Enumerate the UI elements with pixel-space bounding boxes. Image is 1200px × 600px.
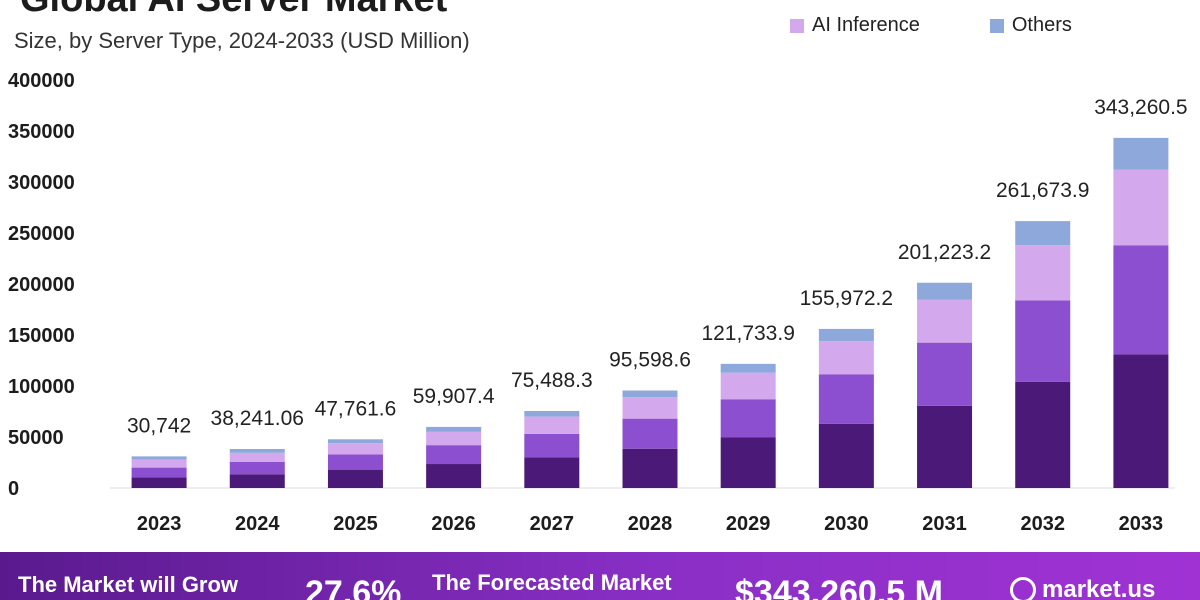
bar-segment-ai-data-processing (229, 461, 285, 475)
bar-total-label: 75,488.3 (511, 369, 593, 392)
bar-segment-ai-data-processing (524, 433, 580, 458)
bar-segment-ai-inference (131, 459, 187, 468)
bar-segment-ai-data-processing (1113, 245, 1169, 355)
x-tick-label: 2029 (726, 513, 771, 535)
bar-segment-ai-training (327, 469, 383, 488)
bar-segment-ai-training (524, 457, 580, 488)
y-tick-label: 400000 (8, 70, 75, 92)
bar-total-label: 261,673.9 (996, 179, 1089, 202)
bar-segment-ai-inference (1015, 245, 1071, 301)
bar-segment-ai-data-processing (131, 467, 187, 478)
y-tick-label: 200000 (8, 274, 75, 296)
bar-segment-ai-training (131, 477, 187, 488)
bar-chart: 0 50000 100000 150000 200000 250000 300000 3500… (8, 70, 1188, 535)
bar-segment-others (1015, 221, 1071, 246)
bar-segment-others (131, 456, 187, 460)
x-tick-label: 2028 (628, 513, 673, 535)
bar-segment-ai-inference (426, 431, 482, 446)
bar-segment-others (818, 328, 874, 342)
x-tick-label: 2024 (235, 513, 280, 535)
legend-item-others: Others (989, 14, 1072, 37)
bar-total-label: 343,260.5 (1094, 96, 1187, 119)
legend-swatch-others (989, 18, 1004, 33)
bar-segment-ai-inference (622, 397, 678, 419)
y-tick-label: 350000 (8, 121, 75, 143)
bar-segment-ai-training (917, 405, 973, 488)
x-tick-label: 2031 (922, 513, 967, 535)
bar-segment-others (426, 426, 482, 432)
bar-segment-ai-inference (524, 416, 580, 434)
footer-grow-text: The Market will Grow (18, 572, 239, 597)
bar-total-label: 155,972.2 (800, 287, 893, 310)
bar-segment-ai-data-processing (327, 454, 383, 470)
bar-segment-ai-inference (229, 452, 285, 462)
bar-segment-ai-training (426, 464, 482, 488)
bar-segment-ai-training (1015, 381, 1071, 488)
legend-label-others: Others (1011, 14, 1072, 36)
bar-total-label: 59,907.4 (413, 385, 495, 408)
y-tick-label: 50000 (8, 427, 64, 449)
x-tick-label: 2030 (824, 513, 869, 535)
bar-segment-ai-inference (1113, 169, 1169, 246)
y-tick-label: 100000 (8, 376, 75, 398)
logo-icon (1010, 577, 1036, 600)
bar-segment-others (622, 390, 678, 398)
bar-total-label: 201,223.2 (898, 241, 991, 264)
bar-segment-ai-training (622, 448, 678, 488)
bar-total-label: 47,761.6 (315, 397, 397, 420)
bar-segment-ai-data-processing (917, 342, 973, 406)
footer-forecast-text: The Forecasted Market (432, 570, 672, 595)
bar-segment-others (720, 363, 776, 373)
bar-segment-others (229, 448, 285, 453)
bar-total-label: 38,241.06 (211, 407, 304, 430)
chart-subtitle: Size, by Server Type, 2024-2033 (USD Mil… (14, 28, 470, 53)
bar-segment-ai-data-processing (1015, 300, 1071, 382)
x-tick-label: 2023 (137, 513, 182, 535)
legend: AI Inference Others (790, 14, 1072, 37)
bar-total-label: 121,733.9 (701, 322, 794, 345)
bar-total-label: 30,742 (127, 414, 191, 437)
x-tick-label: 2033 (1119, 513, 1164, 535)
y-tick-label: 300000 (8, 172, 75, 194)
footer-cagr: 27.6% (305, 574, 402, 600)
x-tick-label: 2032 (1020, 513, 1065, 535)
bar-segment-ai-data-processing (622, 418, 678, 449)
x-tick-label: 2027 (530, 513, 575, 535)
y-tick-label: 150000 (8, 325, 75, 347)
x-tick-label: 2026 (431, 513, 476, 535)
bar-segment-others (524, 411, 580, 417)
chart-title: Global AI Server Market (20, 0, 447, 21)
footer-logo-text: market.us (1042, 576, 1156, 600)
bar-segment-ai-data-processing (720, 399, 776, 438)
bar-segment-ai-inference (327, 443, 383, 455)
legend-item-ai-inference: AI Inference (790, 14, 920, 37)
bar-segment-others (1113, 137, 1169, 170)
bar-segment-ai-training (818, 423, 874, 488)
bar-segment-ai-data-processing (426, 445, 482, 465)
bar-segment-ai-training (720, 437, 776, 488)
legend-label-ai-inference: AI Inference (812, 14, 920, 36)
bar-total-label: 95,598.6 (609, 348, 691, 371)
x-tick-label: 2025 (333, 513, 378, 535)
bar-segment-ai-inference (818, 341, 874, 375)
y-tick-label: 250000 (8, 223, 75, 245)
footer-forecast-value: $343,260.5 M (735, 574, 943, 600)
legend-swatch-ai-inference (790, 18, 804, 33)
bar-segment-ai-inference (720, 372, 776, 400)
bar-segment-ai-data-processing (818, 374, 874, 424)
bar-segment-ai-training (229, 474, 285, 488)
footer-logo: market.us (1010, 576, 1155, 600)
y-tick-label: 0 (8, 478, 19, 500)
footer-banner: The Market will Grow 27.6% The Forecaste… (0, 552, 1200, 600)
bar-segment-ai-inference (917, 299, 973, 343)
bar-segment-ai-training (1113, 354, 1169, 488)
bar-segment-others (327, 439, 383, 444)
bar-segment-others (917, 282, 973, 300)
